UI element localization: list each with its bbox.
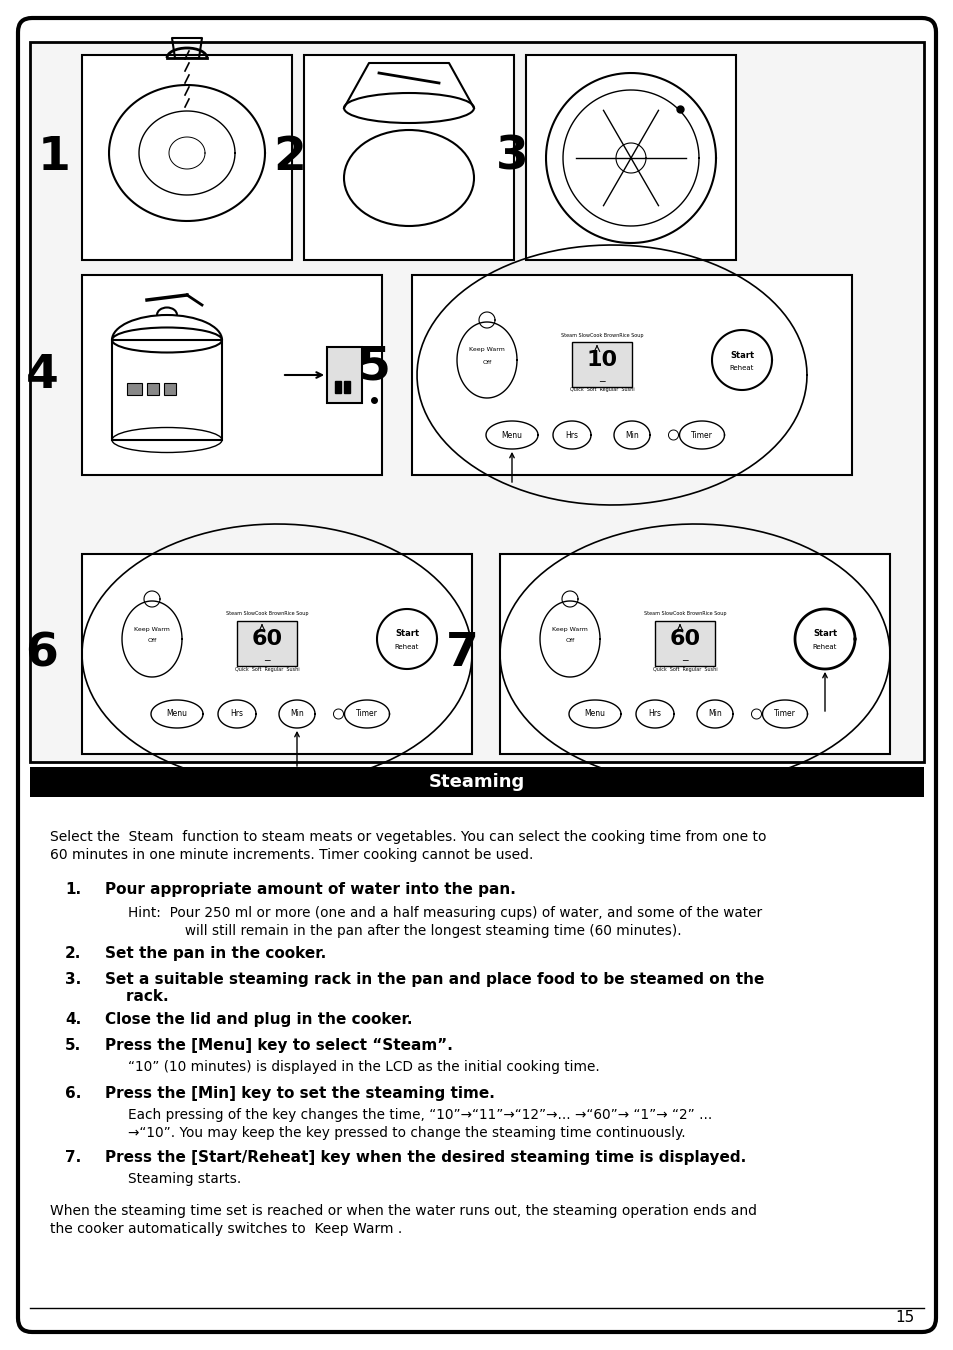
Bar [82, 55, 292, 261]
Text: Hrs: Hrs [231, 710, 243, 718]
Bar [335, 381, 340, 393]
Text: 3: 3 [496, 135, 528, 180]
Text: Menu: Menu [167, 710, 188, 718]
Text: Steaming: Steaming [429, 774, 524, 791]
Text: 2: 2 [274, 135, 306, 180]
Text: Press the [Menu] key to select “Steam”.: Press the [Menu] key to select “Steam”. [105, 1038, 453, 1053]
Text: Start: Start [395, 629, 418, 639]
Text: 1: 1 [37, 135, 71, 180]
Text: Keep Warm: Keep Warm [469, 347, 504, 352]
Bar [304, 55, 514, 261]
Text: “10” (10 minutes) is displayed in the LCD as the initial cooking time.: “10” (10 minutes) is displayed in the LC… [128, 1060, 599, 1075]
Bar [82, 275, 381, 475]
Bar [30, 767, 923, 796]
Text: 1.: 1. [65, 882, 81, 896]
Text: Press the [Min] key to set the steaming time.: Press the [Min] key to set the steaming … [105, 1085, 495, 1102]
Text: Steam SlowCook BrownRice Soup: Steam SlowCook BrownRice Soup [643, 612, 725, 617]
Text: Each pressing of the key changes the time, “10”→“11”→“12”→... →“60”→ “1”→ “2” ..: Each pressing of the key changes the tim… [128, 1108, 712, 1141]
Bar [499, 554, 889, 755]
Bar [327, 347, 361, 404]
Text: Quick  Soft  Regular  Sushi: Quick Soft Regular Sushi [652, 667, 717, 671]
Text: Select the  Steam  function to steam meats or vegetables. You can select the coo: Select the Steam function to steam meats… [50, 830, 765, 863]
Bar [112, 340, 222, 440]
Text: Quick  Soft  Regular  Sushi: Quick Soft Regular Sushi [234, 667, 299, 671]
Text: Steaming starts.: Steaming starts. [128, 1172, 241, 1187]
Text: 6: 6 [26, 632, 58, 676]
Text: Min: Min [290, 710, 304, 718]
Text: 4.: 4. [65, 1012, 81, 1027]
Text: 5: 5 [357, 344, 390, 390]
Bar [164, 383, 175, 396]
Text: Press the [Start/Reheat] key when the desired steaming time is displayed.: Press the [Start/Reheat] key when the de… [105, 1150, 745, 1165]
Text: Off: Off [482, 359, 491, 364]
Text: 15: 15 [895, 1311, 914, 1326]
Text: Hint:  Pour 250 ml or more (one and a half measuring cups) of water, and some of: Hint: Pour 250 ml or more (one and a hal… [128, 906, 761, 938]
Text: Reheat: Reheat [395, 644, 418, 649]
FancyBboxPatch shape [18, 18, 935, 1332]
Text: Hrs: Hrs [565, 431, 578, 440]
Text: Timer: Timer [690, 431, 712, 440]
Text: 6.: 6. [65, 1085, 81, 1102]
Text: Steam SlowCook BrownRice Soup: Steam SlowCook BrownRice Soup [560, 332, 642, 338]
Text: When the steaming time set is reached or when the water runs out, the steaming o: When the steaming time set is reached or… [50, 1204, 757, 1237]
Bar [236, 621, 296, 666]
Text: Menu: Menu [501, 431, 522, 440]
Text: Menu: Menu [584, 710, 605, 718]
Text: Quick  Soft  Regular  Sushi: Quick Soft Regular Sushi [569, 387, 634, 393]
Text: 3.: 3. [65, 972, 81, 987]
Text: Set the pan in the cooker.: Set the pan in the cooker. [105, 946, 326, 961]
Bar [344, 381, 350, 393]
Text: Min: Min [707, 710, 721, 718]
Text: Reheat: Reheat [729, 364, 754, 371]
Text: Close the lid and plug in the cooker.: Close the lid and plug in the cooker. [105, 1012, 412, 1027]
Text: 10: 10 [586, 350, 617, 370]
Bar [572, 342, 631, 387]
Text: 2.: 2. [65, 946, 81, 961]
Text: _: _ [598, 373, 604, 382]
Text: Keep Warm: Keep Warm [552, 626, 587, 632]
Text: Off: Off [565, 639, 574, 644]
Text: Hrs: Hrs [648, 710, 660, 718]
Bar [525, 55, 735, 261]
Text: Steam SlowCook BrownRice Soup: Steam SlowCook BrownRice Soup [226, 612, 308, 617]
Bar [82, 554, 472, 755]
Bar [30, 42, 923, 761]
Bar [655, 621, 714, 666]
Bar [147, 383, 159, 396]
Bar [412, 275, 851, 475]
Text: 60: 60 [252, 629, 282, 649]
Text: 7: 7 [445, 632, 478, 676]
Text: Timer: Timer [773, 710, 795, 718]
Text: Off: Off [147, 639, 156, 644]
Text: 7.: 7. [65, 1150, 81, 1165]
Text: Min: Min [624, 431, 639, 440]
Text: 4: 4 [26, 352, 58, 397]
Text: _: _ [681, 651, 687, 661]
Text: 5.: 5. [65, 1038, 81, 1053]
Bar [127, 383, 142, 396]
Text: Set a suitable steaming rack in the pan and place food to be steamed on the
    : Set a suitable steaming rack in the pan … [105, 972, 763, 1004]
Text: _: _ [264, 651, 270, 661]
Text: Start: Start [729, 351, 753, 359]
Text: Keep Warm: Keep Warm [134, 626, 170, 632]
Text: Start: Start [812, 629, 836, 639]
Text: 60: 60 [669, 629, 700, 649]
Text: Timer: Timer [355, 710, 377, 718]
Text: Reheat: Reheat [812, 644, 837, 649]
Text: Pour appropriate amount of water into the pan.: Pour appropriate amount of water into th… [105, 882, 516, 896]
